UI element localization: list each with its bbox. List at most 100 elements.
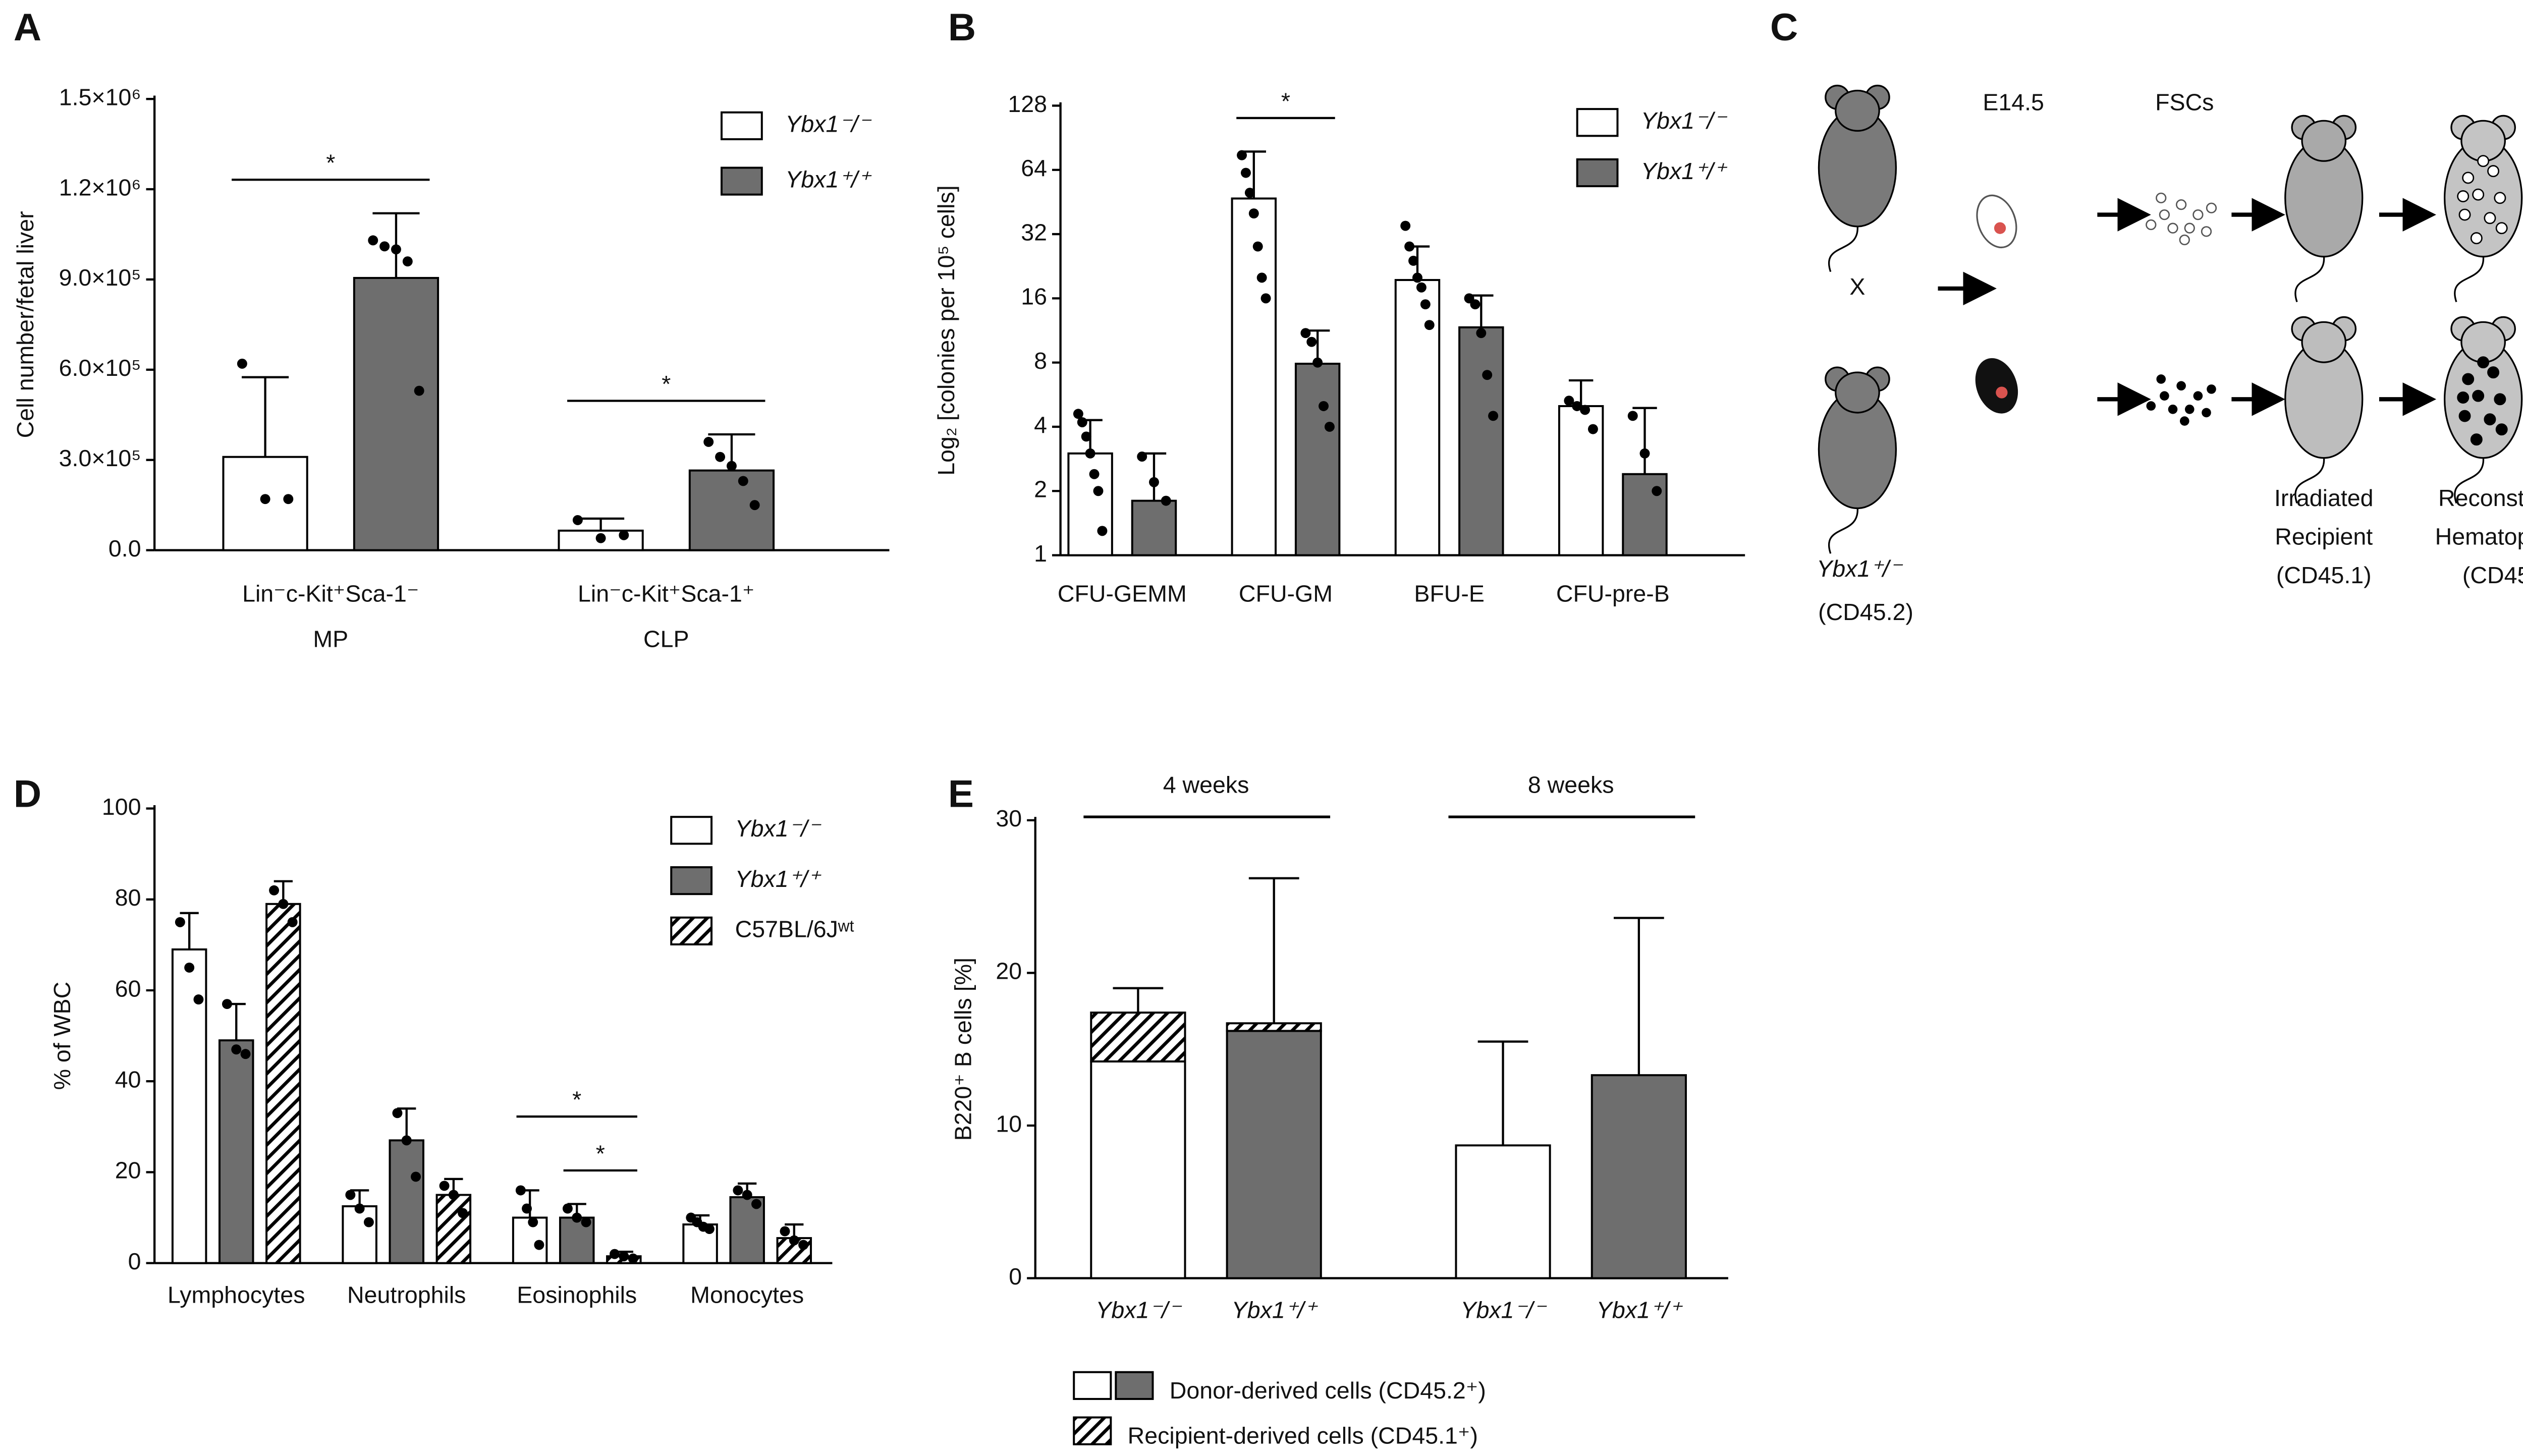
data-point — [534, 1240, 544, 1250]
cell-dot — [2477, 356, 2490, 369]
cell-dot — [2484, 212, 2496, 225]
parent-genotype: Ybx1⁺/⁻ — [1817, 555, 1903, 582]
data-point — [1149, 477, 1159, 487]
data-point — [528, 1217, 538, 1227]
stage-label: E14.5 — [1983, 89, 2044, 115]
bar — [342, 1205, 377, 1264]
mouse-tail — [2294, 456, 2325, 503]
bar-segment — [1226, 1030, 1322, 1279]
data-point — [1652, 486, 1662, 496]
data-point — [1408, 255, 1419, 266]
data-point — [798, 1240, 809, 1250]
data-point — [392, 1108, 403, 1118]
data-point — [354, 1203, 365, 1214]
recipient-label: Recipient — [2275, 524, 2373, 550]
cell-dot — [2470, 232, 2483, 245]
x-tick-label: Lin⁻c-Kit⁺Sca-1⁻ — [242, 581, 419, 607]
cell-dot — [2458, 208, 2471, 221]
cell-dot — [2472, 389, 2485, 402]
fetal-liver — [1994, 222, 2006, 234]
data-point — [1097, 526, 1108, 536]
cell-dot — [2457, 391, 2470, 404]
data-point — [1089, 469, 1100, 479]
data-point — [1319, 401, 1329, 411]
legend-swatch — [1073, 1416, 1112, 1445]
legend-label: Ybx1⁺/⁺ — [785, 166, 872, 192]
data-point — [240, 1049, 251, 1059]
data-point — [1420, 299, 1431, 310]
stem-cell — [2179, 416, 2189, 426]
data-point — [726, 461, 737, 471]
x-tick-label: CFU-GM — [1239, 581, 1333, 607]
mouse-tail — [1828, 225, 1858, 272]
x-tick-label: Monocytes — [690, 1281, 804, 1308]
y-tick-label: 10 — [996, 1110, 1022, 1137]
y-tick-label: 64 — [1021, 155, 1047, 181]
data-point — [1248, 208, 1259, 219]
y-tick-label: 0 — [128, 1248, 141, 1274]
stem-cell — [2167, 222, 2178, 234]
legend-swatch — [1115, 1371, 1154, 1400]
panel-letter: E — [948, 773, 974, 816]
stem-cell — [2160, 391, 2169, 401]
y-axis-label: Log₂ [colonies per 10⁵ cells] — [933, 185, 959, 475]
y-tick-label: 9.0×10⁵ — [59, 264, 141, 291]
data-point — [1488, 411, 1499, 421]
data-point — [193, 994, 204, 1005]
panel-letter: D — [14, 773, 41, 816]
bar — [353, 276, 440, 551]
data-point — [1240, 167, 1251, 178]
x-tick-label: Ybx1⁻/⁻ — [1095, 1297, 1182, 1323]
data-point — [738, 476, 748, 486]
stem-cell — [2146, 401, 2156, 411]
cell-dot — [2487, 366, 2500, 379]
fetal-liver — [1996, 386, 2008, 399]
stem-cell — [2168, 404, 2178, 414]
data-point — [1572, 401, 1582, 411]
mouse-tail — [2454, 456, 2485, 503]
data-point — [345, 1190, 356, 1200]
data-point — [287, 917, 298, 927]
data-point — [1256, 272, 1267, 283]
data-point — [1260, 293, 1271, 304]
x-tick-label: Lymphocytes — [168, 1281, 305, 1308]
cell-dot — [2462, 172, 2475, 184]
bar — [389, 1139, 424, 1264]
cell-dot — [2495, 222, 2508, 235]
cell-dot — [2477, 155, 2490, 167]
y-tick-label: 40 — [115, 1067, 141, 1093]
stem-cell — [2179, 234, 2190, 246]
data-point — [231, 1044, 242, 1055]
data-point — [278, 899, 289, 909]
data-point — [1324, 421, 1335, 432]
data-point — [562, 1203, 573, 1214]
stem-cell — [2176, 199, 2187, 210]
bar — [218, 1039, 254, 1264]
legend-swatch — [1576, 158, 1619, 188]
mouse-head — [2301, 120, 2347, 162]
data-point — [1252, 241, 1263, 252]
cell-dot — [2458, 410, 2471, 422]
legend-label: Recipient-derived cells (CD45.1⁺) — [1128, 1423, 1478, 1449]
data-point — [184, 962, 195, 973]
panel-letter: A — [14, 6, 41, 49]
x-sublabel: CLP — [643, 626, 689, 652]
x-tick-label: Lin⁻c-Kit⁺Sca-1⁺ — [578, 581, 754, 607]
y-tick-label: 128 — [1008, 91, 1047, 117]
bar-segment — [1455, 1144, 1551, 1279]
data-point — [1639, 448, 1650, 459]
stem-cell — [2193, 391, 2203, 401]
stem-cell — [2184, 404, 2195, 414]
y-tick-label: 6.0×10⁵ — [59, 355, 141, 381]
data-point — [742, 1190, 752, 1200]
data-point — [368, 235, 378, 246]
data-point — [1306, 337, 1317, 347]
data-point — [458, 1208, 468, 1218]
y-tick-label: 1 — [1034, 540, 1047, 567]
data-point — [749, 500, 760, 511]
data-point — [1312, 357, 1323, 368]
legend-label: Ybx1⁺/⁺ — [735, 866, 822, 892]
embryo — [1975, 358, 2018, 414]
data-point — [448, 1190, 459, 1200]
